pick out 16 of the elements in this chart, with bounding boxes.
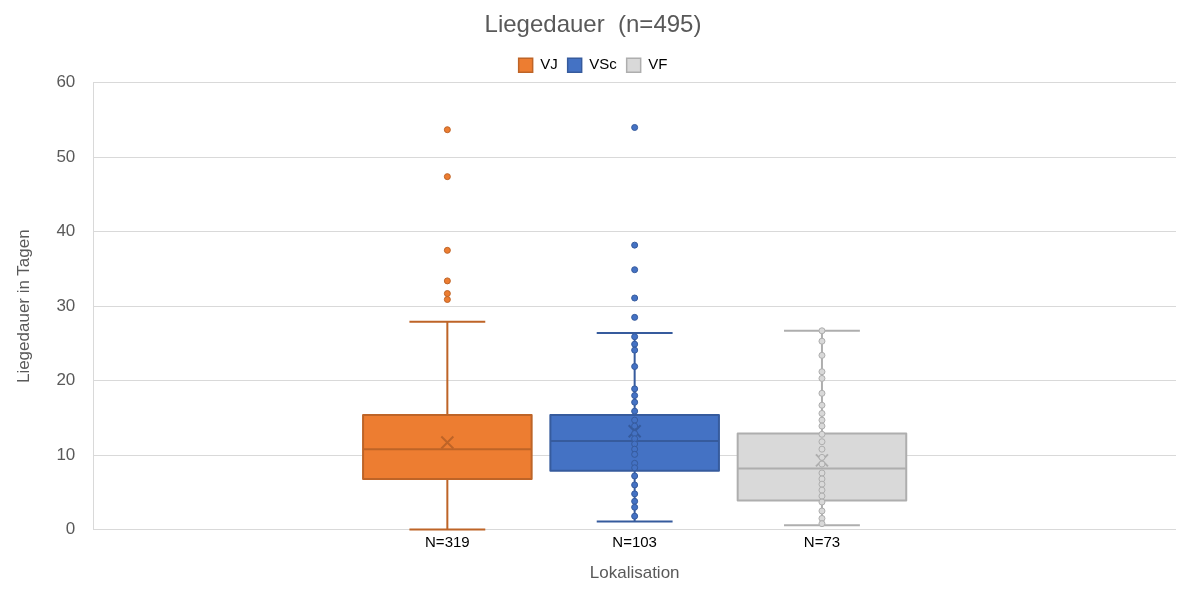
y-tick-label: 60 (56, 72, 76, 92)
chart-title: Liegedauer (n=495) (484, 10, 702, 38)
y-tick-label: 50 (56, 146, 76, 166)
legend-label: VJ (540, 55, 558, 73)
y-tick-label: 10 (56, 444, 76, 464)
legend-label: VSc (589, 55, 618, 73)
y-tick-label: 20 (56, 370, 76, 390)
legend-label: VF (648, 55, 668, 73)
y-tick-label: 40 (56, 221, 76, 241)
y-tick-label: 30 (56, 295, 76, 315)
text: N=73 (803, 533, 841, 551)
y-axis-title: Liegedauer in Tagen (13, 229, 33, 384)
y-tick-label: 0 (65, 519, 76, 539)
text: N=319 (425, 533, 470, 551)
text: N=103 (612, 533, 657, 551)
x-axis-title: Lokalisation (589, 563, 680, 583)
